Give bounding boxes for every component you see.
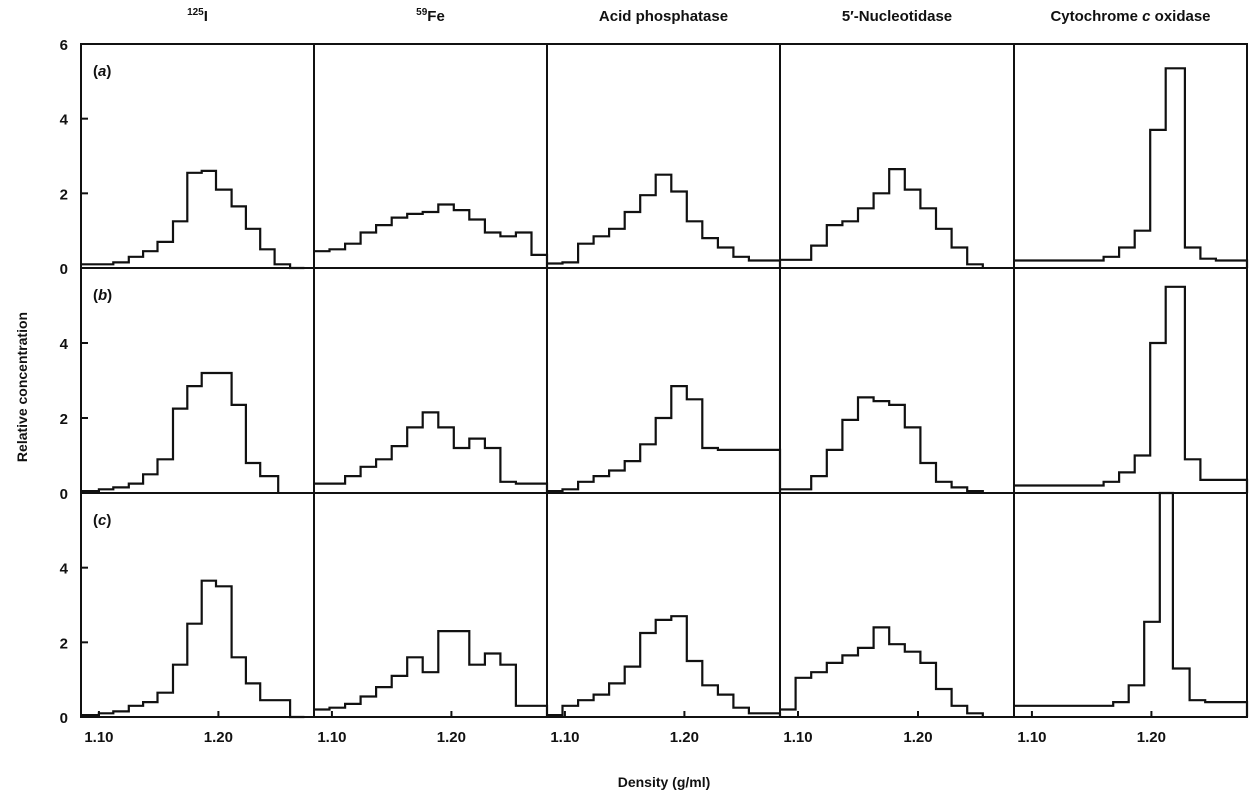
histogram-series — [81, 371, 280, 493]
histogram-series — [780, 168, 984, 268]
column-title-3: Acid phosphatase — [599, 8, 728, 25]
panel-r1-c4 — [779, 43, 1015, 269]
histogram-series — [314, 630, 549, 717]
column-title-2: 59Fe — [416, 7, 445, 25]
x-tick-label: 1.10 — [1017, 729, 1046, 746]
panel-r2-c5 — [1013, 267, 1249, 494]
histogram-series — [1014, 491, 1249, 717]
panel-r3-c2 — [313, 492, 549, 718]
panel-frame — [546, 492, 781, 718]
histogram-series — [780, 626, 984, 717]
column-title-4-title-main: 5′-Nucleotidase — [842, 8, 952, 25]
panel-r1-c2 — [313, 43, 549, 269]
x-tick-label: 1.10 — [783, 729, 812, 746]
x-tick-label: 1.20 — [204, 729, 233, 746]
panel-frame — [546, 267, 781, 494]
panel-r2-c3 — [546, 267, 782, 494]
row-label-label-letter: a — [98, 63, 106, 80]
row-label-label-close: ) — [106, 512, 111, 529]
y-axis-ticks: 0 2 4 6 0 2 4 0 2 4 — [60, 37, 88, 727]
panel-r1-c3 — [546, 43, 782, 269]
panel-frame — [779, 492, 1015, 718]
x-axis-title: Density (g/ml) — [618, 774, 711, 790]
panel-frame — [313, 267, 548, 494]
histogram-series — [547, 615, 782, 717]
row-label-label-open: ( — [93, 512, 98, 529]
x-tick-label: 1.10 — [84, 729, 113, 746]
x-tick-label: 1.20 — [1137, 729, 1166, 746]
y-tick-label: 4 — [60, 336, 69, 353]
histogram-series — [81, 579, 305, 719]
panel-r2-c4 — [779, 267, 1015, 494]
panel-r3-c4 — [779, 492, 1015, 718]
panel-r1-c1 — [80, 43, 315, 270]
x-tick-label: 1.20 — [437, 729, 466, 746]
panel-r3-c1 — [80, 492, 315, 719]
x-tick-label: 1.20 — [903, 729, 932, 746]
panel-frame — [313, 43, 548, 269]
y-tick-label: 4 — [60, 561, 69, 578]
panel-frame — [80, 267, 315, 494]
x-axis-ticks: 1.10 1.20 1.10 1.20 1.10 1.20 1.10 1.20 1.10 1.20 — [84, 711, 1166, 746]
panel-r3-c3 — [546, 492, 782, 718]
panel-frame — [779, 43, 1015, 269]
y-tick-label: 4 — [60, 112, 69, 129]
x-tick-label: 1.10 — [550, 729, 579, 746]
panel-r2-c2 — [313, 267, 549, 494]
y-tick-label: 6 — [60, 37, 68, 54]
row-label-label-letter: b — [98, 287, 107, 304]
panel-r3-c5 — [1013, 491, 1249, 718]
column-title-1-title-main: I — [204, 8, 208, 25]
column-title-2-title-sup: 59 — [416, 7, 428, 18]
x-tick-label: 1.20 — [670, 729, 699, 746]
row-label-label-letter: c — [98, 512, 107, 529]
y-tick-label: 0 — [60, 710, 68, 727]
histogram-series — [547, 385, 782, 493]
column-title-1-title-sup: 125 — [187, 7, 204, 18]
y-tick-label: 2 — [60, 635, 68, 652]
panel-r1-c5 — [1013, 43, 1249, 269]
histogram-series — [314, 203, 549, 268]
column-title-5-title-italic: c — [1142, 8, 1151, 25]
y-tick-label: 2 — [60, 411, 68, 428]
histogram-series — [314, 411, 549, 493]
row-label-label-open: ( — [93, 63, 98, 80]
histogram-series — [1014, 285, 1249, 493]
y-tick-label: 2 — [60, 186, 68, 203]
panel-grid: (a)(b)(c) — [80, 43, 1249, 719]
y-tick-label: 0 — [60, 261, 68, 278]
column-title-2-title-main: Fe — [427, 8, 445, 25]
column-titles: 125I 59Fe Acid phosphatase 5′-Nucleotidase C… — [187, 7, 1210, 25]
row-label-label-close: ) — [106, 63, 111, 80]
panel-frame — [1013, 267, 1248, 494]
panel-frame — [546, 43, 781, 269]
column-title-5-title-main: Cytochrome — [1050, 8, 1142, 25]
x-tick-label: 1.10 — [317, 729, 346, 746]
y-tick-label: 0 — [60, 486, 68, 503]
histogram-series — [780, 396, 984, 493]
y-axis-title: Relative concentration — [14, 312, 30, 462]
row-label-1: (a) — [93, 63, 111, 80]
row-label-2: (b) — [93, 287, 112, 304]
row-label-label-open: ( — [93, 287, 98, 304]
column-title-5-title-suffix: oxidase — [1151, 8, 1211, 25]
panel-frame — [1013, 492, 1248, 718]
histogram-series — [1014, 67, 1249, 268]
column-title-5: Cytochrome c oxidase — [1050, 8, 1210, 25]
panel-r2-c1 — [80, 267, 315, 494]
column-title-3-title-main: Acid phosphatase — [599, 8, 728, 25]
histogram-series — [81, 169, 305, 270]
row-label-label-close: ) — [107, 287, 112, 304]
panel-frame — [313, 492, 548, 718]
column-title-1: 125I — [187, 7, 208, 25]
panel-frame — [1013, 43, 1248, 269]
column-title-4: 5′-Nucleotidase — [842, 8, 952, 25]
panel-frame — [80, 43, 315, 269]
histogram-series — [547, 173, 782, 268]
panel-frame — [80, 492, 315, 718]
panel-frame — [779, 267, 1015, 494]
row-label-3: (c) — [93, 512, 111, 529]
